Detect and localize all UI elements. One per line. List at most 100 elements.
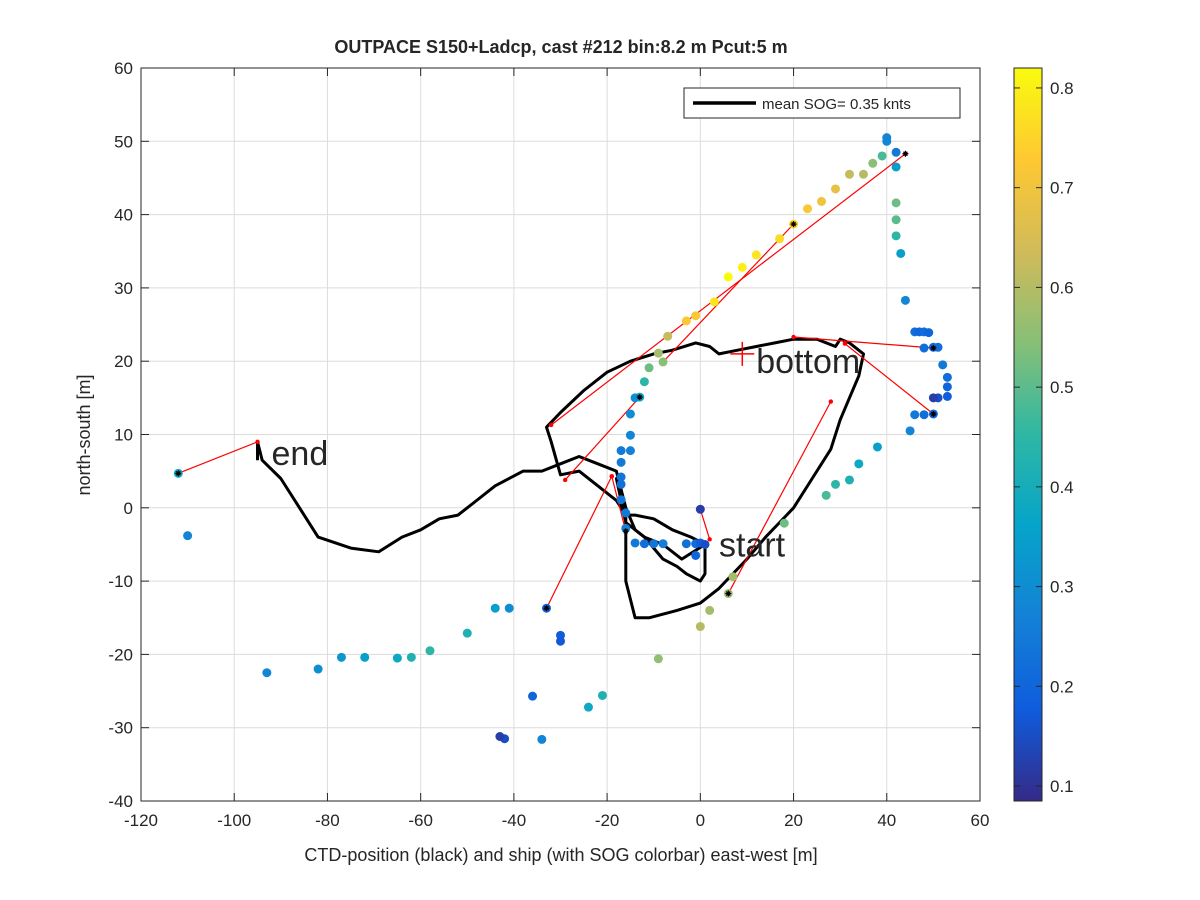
ship-point — [700, 539, 710, 549]
ctd-track-line — [256, 440, 706, 561]
ship-point — [425, 646, 435, 656]
ship-point — [817, 196, 827, 206]
ship-point — [616, 457, 626, 467]
ship-point — [663, 331, 673, 341]
ship-point — [597, 690, 607, 700]
ship-point — [891, 198, 901, 208]
ship-point — [262, 668, 272, 678]
ship-point — [630, 538, 640, 548]
ship-point — [891, 215, 901, 225]
ship-point — [695, 622, 705, 632]
colorbar-gradient — [1013, 67, 1043, 802]
x-tick-label: -40 — [502, 811, 527, 830]
ship-point — [709, 297, 719, 307]
ship-point — [705, 605, 715, 615]
red-link-layer — [176, 151, 936, 611]
y-axis-label: north-south [m] — [74, 374, 94, 495]
colorbar-tick-label: 0.6 — [1050, 278, 1074, 297]
ship-point — [803, 204, 813, 214]
ship-point — [779, 518, 789, 528]
colorbar-tick-label: 0.1 — [1050, 777, 1074, 796]
black-star-marker — [543, 605, 550, 612]
red-link-line — [699, 509, 711, 540]
ship-point — [616, 479, 626, 489]
ship-point — [649, 539, 659, 549]
y-tick-label: -10 — [108, 572, 133, 591]
ship-point — [891, 162, 901, 172]
red-link-dot — [562, 477, 568, 483]
red-link-dot — [255, 439, 260, 445]
y-tick-label: 30 — [114, 279, 133, 298]
ship-point — [942, 382, 952, 392]
ship-point — [556, 636, 565, 646]
ship-point — [537, 734, 547, 744]
colorbar: 0.1 0.2 0.3 0.4 0.5 0.6 0.7 0.8 — [1013, 67, 1074, 802]
y-tick-label: -40 — [108, 792, 133, 811]
annotation-end: end — [272, 435, 329, 473]
ship-point — [495, 731, 505, 741]
red-link-line — [793, 336, 934, 349]
y-tick-label: 60 — [114, 59, 133, 78]
ship-point — [490, 603, 500, 613]
ship-point — [616, 495, 626, 505]
black-star-marker — [636, 394, 643, 401]
ship-point — [938, 360, 948, 370]
x-tick-label: 60 — [971, 811, 990, 830]
annotation-layer: end start bottom — [272, 341, 860, 564]
ship-point — [681, 539, 691, 549]
ship-point — [831, 184, 841, 194]
colorbar-tick-label: 0.4 — [1050, 478, 1074, 497]
red-link-line — [611, 476, 627, 532]
ship-point — [919, 343, 929, 353]
red-link-line — [662, 223, 794, 363]
black-star-marker — [175, 470, 182, 477]
y-tick-label: -30 — [108, 719, 133, 738]
ship-point — [924, 328, 934, 338]
colorbar-tick-label: 0.5 — [1050, 378, 1074, 397]
red-link-dot — [609, 474, 614, 479]
ship-point — [831, 479, 841, 489]
ship-point — [891, 147, 901, 157]
ship-point — [639, 377, 649, 387]
ship-point — [928, 393, 938, 403]
x-tick-label: 0 — [696, 811, 705, 830]
ship-point — [844, 475, 854, 485]
red-link-dot — [791, 334, 796, 340]
ship-point — [737, 262, 747, 272]
ship-point — [625, 430, 635, 440]
ship-point — [653, 348, 663, 358]
ship-point — [504, 603, 514, 613]
ship-point — [695, 504, 705, 514]
ship-point — [621, 508, 631, 518]
ship-point — [462, 628, 472, 638]
ship-point — [942, 391, 952, 401]
ship-point — [644, 363, 654, 373]
ship-point — [583, 702, 593, 712]
red-link-dot — [707, 537, 712, 542]
y-tick-label: 40 — [114, 206, 133, 225]
ship-point — [905, 426, 915, 436]
red-link-line — [178, 441, 258, 474]
x-tick-label: -120 — [124, 811, 158, 830]
x-tick-label: -20 — [595, 811, 620, 830]
y-ticks: -40 -30 -20 -10 0 10 20 30 40 50 60 — [108, 59, 980, 811]
ship-point — [933, 342, 943, 352]
ship-point — [844, 169, 854, 179]
x-tick-label: -60 — [408, 811, 433, 830]
ship-point — [942, 372, 952, 382]
ship-point — [882, 136, 892, 146]
red-link-dot — [828, 399, 834, 404]
ship-point — [653, 654, 663, 664]
ship-point — [728, 572, 738, 582]
ship-point — [658, 539, 668, 549]
y-tick-label: 0 — [124, 499, 133, 518]
black-star-marker — [725, 590, 732, 597]
red-link-line — [550, 153, 906, 426]
colorbar-tick-label: 0.2 — [1050, 677, 1074, 696]
black-star-marker — [790, 221, 797, 228]
ship-point — [392, 653, 402, 663]
black-star-marker — [902, 150, 909, 157]
ship-point — [891, 231, 901, 241]
